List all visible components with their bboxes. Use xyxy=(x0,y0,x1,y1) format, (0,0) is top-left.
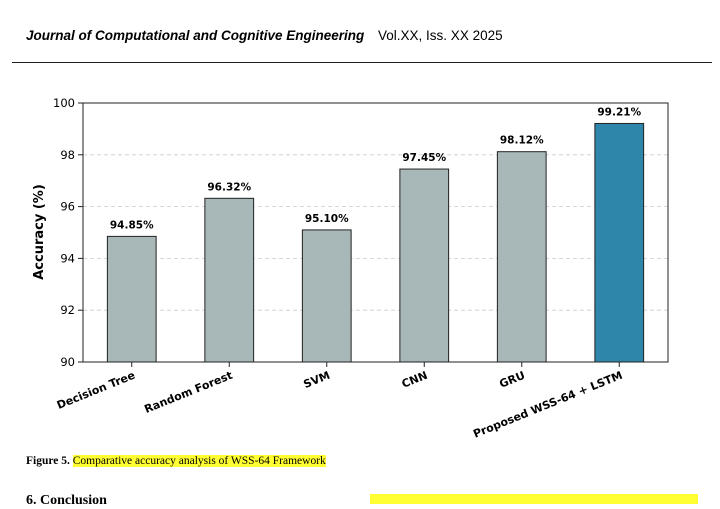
y-tick-label: 94 xyxy=(60,251,75,265)
bar-value-label: 97.45% xyxy=(402,152,446,164)
running-header: Journal of Computational and Cognitive E… xyxy=(26,28,503,43)
highlighted-text-fragment xyxy=(370,494,698,504)
bar-value-label: 95.10% xyxy=(305,213,349,225)
bar xyxy=(594,122,645,363)
y-tick-label: 90 xyxy=(60,355,75,369)
y-tick-label: 96 xyxy=(60,200,75,214)
axis-ticks xyxy=(78,102,620,367)
bar-value-label: 98.12% xyxy=(500,135,544,147)
figure-caption-text: Comparative accuracy analysis of WSS-64 … xyxy=(72,455,326,467)
y-tick-label: 92 xyxy=(60,303,75,317)
bars xyxy=(106,122,645,363)
x-tick-label: CNN xyxy=(400,369,429,391)
figure-caption: Figure 5. Comparative accuracy analysis … xyxy=(26,455,326,467)
x-tick-label: SVM xyxy=(302,369,332,391)
journal-title: Journal of Computational and Cognitive E… xyxy=(26,28,365,43)
x-tick-label: Random Forest xyxy=(143,369,235,416)
x-tick-label: GRU xyxy=(497,369,526,391)
plot-frame xyxy=(82,102,669,363)
figure-label: Figure 5. xyxy=(26,455,70,467)
y-tick-label: 98 xyxy=(60,148,75,162)
y-tick-label: 100 xyxy=(53,96,75,110)
x-tick-label: Proposed WSS-64 + LSTM xyxy=(471,369,624,441)
volume-issue: Vol.XX, Iss. XX 2025 xyxy=(378,28,503,43)
bar xyxy=(204,197,255,363)
bar xyxy=(496,151,547,363)
section-heading: 6. Conclusion xyxy=(26,493,107,508)
y-axis-title: Accuracy (%) xyxy=(32,184,47,280)
bar-value-label: 96.32% xyxy=(207,181,251,193)
bar-value-label: 94.85% xyxy=(110,219,154,231)
bar-value-label: 99.21% xyxy=(597,106,641,118)
bar xyxy=(399,168,450,363)
grid-lines xyxy=(83,154,668,311)
bar xyxy=(106,235,157,363)
x-tick-label: Decision Tree xyxy=(55,369,137,412)
bar xyxy=(301,229,352,363)
header-rule xyxy=(12,62,712,63)
